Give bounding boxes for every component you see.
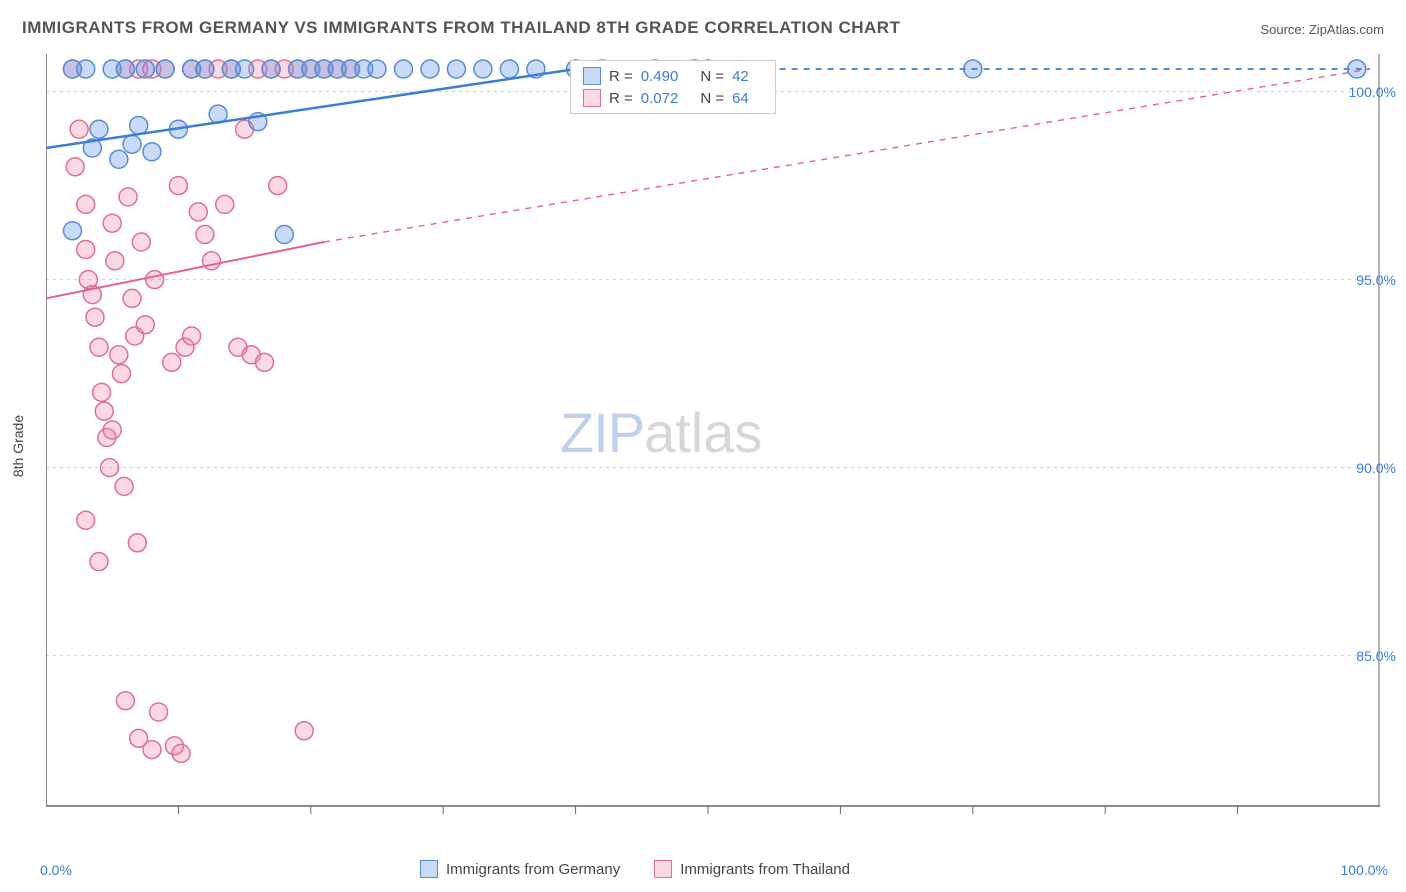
swatch-thailand-icon bbox=[654, 860, 672, 878]
n-value-germany: 42 bbox=[732, 68, 749, 85]
chart-plot-area bbox=[46, 54, 1380, 836]
legend-item-thailand: Immigrants from Thailand bbox=[654, 860, 850, 878]
source-prefix: Source: bbox=[1260, 22, 1308, 37]
bottom-legend: Immigrants from Germany Immigrants from … bbox=[420, 860, 850, 878]
r-label: R = bbox=[609, 90, 633, 107]
legend-item-germany: Immigrants from Germany bbox=[420, 860, 620, 878]
n-label: N = bbox=[700, 90, 724, 107]
source-link[interactable]: ZipAtlas.com bbox=[1309, 22, 1384, 37]
chart-title: IMMIGRANTS FROM GERMANY VS IMMIGRANTS FR… bbox=[22, 18, 900, 38]
swatch-thailand bbox=[583, 89, 601, 107]
n-label: N = bbox=[700, 68, 724, 85]
swatch-germany-icon bbox=[420, 860, 438, 878]
y-axis-label: 8th Grade bbox=[10, 415, 26, 477]
chart-svg bbox=[46, 54, 1380, 836]
n-value-thailand: 64 bbox=[732, 90, 749, 107]
y-tick-label: 90.0% bbox=[1356, 460, 1396, 476]
x-min-label: 0.0% bbox=[40, 862, 72, 878]
y-tick-label: 100.0% bbox=[1349, 84, 1396, 100]
r-label: R = bbox=[609, 68, 633, 85]
r-value-germany: 0.490 bbox=[641, 68, 679, 85]
r-value-thailand: 0.072 bbox=[641, 90, 679, 107]
stats-row-germany: R = 0.490 N = 42 bbox=[583, 65, 763, 87]
y-tick-label: 95.0% bbox=[1356, 272, 1396, 288]
source-attribution: Source: ZipAtlas.com bbox=[1260, 22, 1384, 37]
legend-label-germany: Immigrants from Germany bbox=[446, 861, 620, 878]
swatch-germany bbox=[583, 67, 601, 85]
legend-label-thailand: Immigrants from Thailand bbox=[680, 861, 850, 878]
y-tick-label: 85.0% bbox=[1356, 648, 1396, 664]
stats-row-thailand: R = 0.072 N = 64 bbox=[583, 87, 763, 109]
stats-legend: R = 0.490 N = 42 R = 0.072 N = 64 bbox=[570, 60, 776, 114]
x-max-label: 100.0% bbox=[1341, 862, 1388, 878]
